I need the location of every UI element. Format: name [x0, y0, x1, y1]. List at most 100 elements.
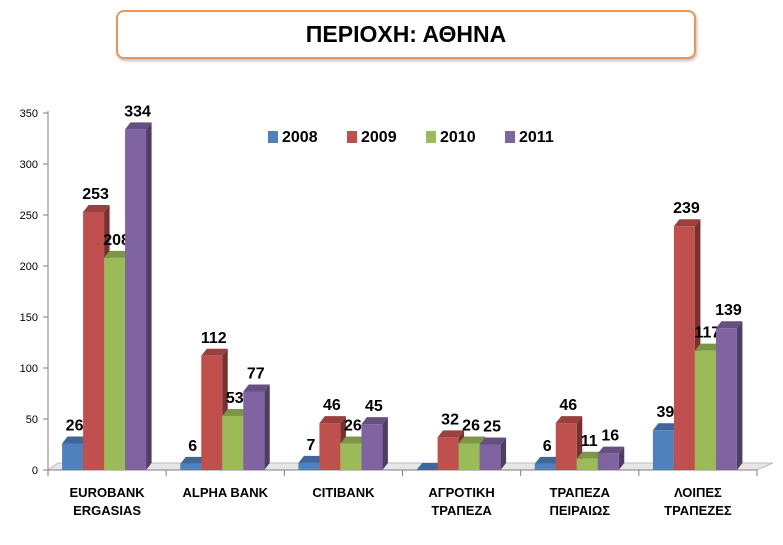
- legend-swatch-2009: [347, 131, 357, 143]
- x-category-label: ΑΓΡΟΤΙΚΗ: [428, 485, 494, 500]
- bar-top: [673, 219, 701, 227]
- bar-top: [694, 343, 722, 351]
- x-category-label: ALPHA BANK: [183, 485, 269, 500]
- bar-top: [576, 451, 604, 459]
- data-label: 253: [82, 186, 109, 203]
- bar-2009: [319, 423, 341, 470]
- data-label: 11: [581, 433, 598, 450]
- legend-label: 2011: [519, 129, 554, 146]
- bar-top: [125, 122, 152, 130]
- bar-top: [104, 250, 131, 258]
- bar-top: [652, 423, 680, 431]
- y-tick-label: 200: [20, 261, 38, 273]
- bar-2010: [340, 443, 362, 470]
- bar-2010: [104, 257, 126, 470]
- bar-top: [340, 436, 367, 444]
- bar-top: [361, 417, 388, 425]
- x-category-label: ΛΟΙΠΕΣ: [674, 485, 722, 500]
- bar-top: [555, 416, 583, 424]
- bar-side: [382, 417, 388, 470]
- bar-2011: [597, 453, 619, 470]
- bar-side: [500, 437, 507, 470]
- bar-top: [62, 436, 89, 444]
- data-label: 32: [441, 411, 459, 428]
- bar-top: [416, 463, 444, 470]
- bar-2011: [125, 129, 147, 470]
- x-category-label: CITIBANK: [312, 485, 375, 500]
- data-label: 112: [201, 330, 227, 347]
- legend-swatch-2011: [505, 131, 515, 143]
- x-category-label: ΠΕΙΡΑΙΩΣ: [549, 503, 610, 518]
- bar-2011: [479, 444, 501, 470]
- bar-top: [298, 455, 325, 463]
- x-category-label: EUROBANK: [70, 485, 146, 500]
- bar-side: [146, 122, 152, 470]
- bar-2008: [180, 463, 202, 470]
- legend-swatch-2010: [426, 131, 436, 143]
- y-tick-label: 100: [20, 363, 38, 375]
- bar-top: [597, 446, 625, 454]
- bar-top: [201, 348, 228, 356]
- data-label: 6: [188, 438, 197, 455]
- bar-2008: [652, 430, 674, 470]
- bar-top: [479, 437, 507, 445]
- data-label: 26: [462, 417, 480, 434]
- bar-2009: [83, 211, 105, 470]
- bar-2008: [534, 463, 556, 470]
- bar-top: [319, 416, 346, 424]
- data-label: 26: [66, 417, 84, 434]
- bar-2010: [458, 443, 480, 470]
- bar-top: [458, 436, 486, 444]
- bar-2011: [361, 424, 383, 470]
- bar-2010: [694, 350, 716, 470]
- bar-2009: [437, 437, 459, 470]
- y-tick-label: 350: [20, 108, 38, 120]
- bar-top: [222, 408, 249, 416]
- x-category-label: ΤΡΑΠΕΖΑ: [431, 503, 492, 518]
- bar-2010: [576, 458, 598, 470]
- data-label: 334: [124, 103, 151, 120]
- data-label: 139: [715, 302, 742, 319]
- legend-label: 2009: [361, 129, 397, 146]
- y-tick-label: 50: [26, 414, 38, 426]
- bar-top: [180, 456, 207, 464]
- chart-title: ΠΕΡΙΟΧΗ: ΑΘΗΝΑ: [116, 10, 696, 59]
- data-label: 45: [365, 398, 383, 415]
- data-label: 46: [559, 397, 577, 414]
- bar-top: [715, 321, 743, 329]
- bar-2008: [298, 462, 320, 470]
- y-tick-label: 300: [20, 159, 38, 171]
- data-label: 16: [601, 428, 619, 445]
- bar-side: [736, 321, 743, 470]
- data-label: 25: [483, 419, 501, 436]
- bar-top: [534, 456, 562, 464]
- y-tick-label: 250: [20, 210, 38, 222]
- x-category-label: ΤΡΑΠΕΖΑ: [550, 485, 611, 500]
- bar-top: [243, 384, 270, 392]
- data-label: 53: [226, 390, 244, 407]
- data-label: 77: [247, 365, 265, 382]
- data-label: 39: [657, 404, 675, 421]
- legend-label: 2010: [440, 129, 476, 146]
- bar-top: [83, 204, 110, 212]
- bar-side: [264, 384, 270, 470]
- bar-2009: [673, 226, 695, 470]
- y-tick-label: 0: [32, 465, 38, 477]
- bar-2008: [62, 443, 84, 470]
- bar-2009: [555, 423, 577, 470]
- x-category-label: ERGASIAS: [73, 503, 141, 518]
- bar-2010: [222, 415, 244, 470]
- bar-2011: [243, 391, 265, 470]
- data-label: 239: [673, 200, 700, 217]
- y-tick-label: 150: [20, 312, 38, 324]
- bar-2011: [715, 328, 737, 470]
- data-label: 26: [344, 417, 362, 434]
- bar-side: [618, 446, 625, 470]
- data-label: 46: [323, 397, 341, 414]
- legend-swatch-2008: [268, 131, 278, 143]
- bar-2009: [201, 355, 223, 470]
- data-label: 117: [695, 325, 721, 342]
- data-label: 6: [543, 438, 552, 455]
- x-category-label: ΤΡΑΠΕΖΕΣ: [664, 503, 732, 518]
